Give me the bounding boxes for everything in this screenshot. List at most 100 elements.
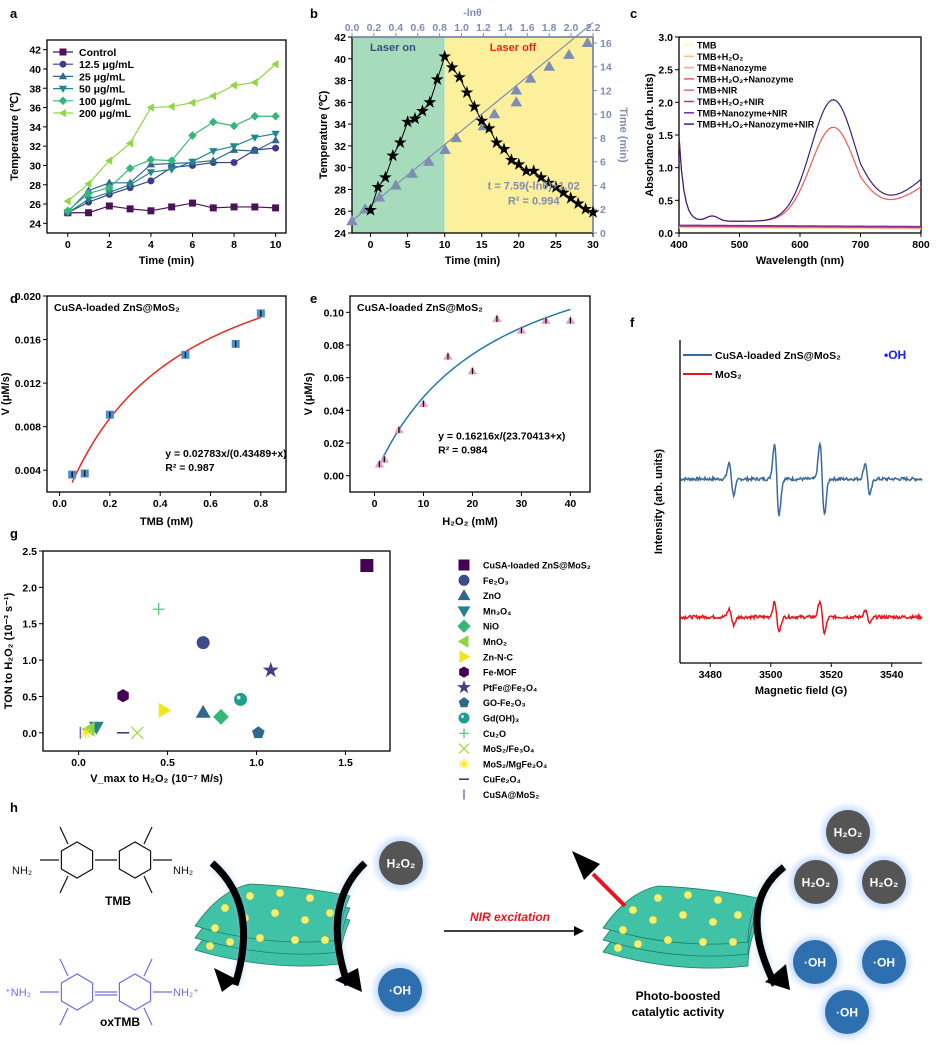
data-point (63, 196, 71, 206)
nanoparticle (210, 923, 220, 933)
x-tick-label: 40 (565, 498, 577, 510)
x-axis-label: Wavelength (nm) (756, 255, 845, 267)
bubble-right-2-label: H₂O₂ (870, 876, 899, 890)
y-tick-label: 0.06 (324, 373, 345, 385)
data-point (251, 203, 259, 211)
y-tick-label: 10 (600, 109, 612, 121)
legend-marker (58, 72, 68, 80)
y-axis-label: V (μM/s) (0, 372, 12, 415)
arrow-right-curve (333, 860, 368, 987)
temperature-point (475, 114, 489, 127)
y-tick-label: 42 (334, 32, 346, 44)
data-point (230, 159, 238, 167)
data-point (146, 103, 154, 112)
temperature-point (534, 170, 548, 183)
bubble-right-4 (862, 940, 906, 984)
data-point (126, 205, 134, 213)
x-tick-label: 0.2 (103, 498, 118, 510)
fit-point (422, 155, 435, 166)
legend-label: CuFe₂O₄ (483, 775, 521, 785)
legend-label: Control (79, 47, 116, 59)
arrow-far-head (765, 964, 790, 990)
legend-label: TMB (697, 41, 717, 51)
y-tick-label: 36 (29, 103, 41, 115)
panel-d: 0.0 0.2 0.4 0.6 0.8 0.004 0.008 0.012 0.016 0.020… (0, 291, 287, 528)
temperature-point (378, 170, 392, 183)
temperature-point (512, 157, 526, 170)
temperature-point (482, 121, 496, 134)
temperature-point (393, 135, 407, 149)
y-tick-label: 1.0 (658, 163, 673, 175)
x2-tick-label: 0.2 (367, 22, 382, 34)
bubble-right-2 (862, 860, 906, 904)
x-tick-label: 3500 (759, 669, 783, 681)
arrow-right-head (335, 968, 362, 992)
data-point-1 (196, 636, 210, 650)
nir-arrow-head (574, 926, 584, 936)
data-point (188, 131, 197, 140)
y-tick-label: 0.012 (15, 378, 41, 390)
x-tick-label: 10 (439, 239, 451, 251)
data-point (63, 206, 73, 216)
bubble-right-1-label: H₂O₂ (802, 876, 831, 890)
y-tick-label: 0.08 (324, 340, 345, 352)
data-point (146, 169, 156, 177)
benzene-ring (118, 841, 152, 879)
legend-marker (457, 606, 471, 618)
fit-equation: y = 0.02783x/(0.43489+x) (165, 448, 286, 460)
data-point (188, 199, 196, 207)
x-tick-label: 500 (731, 239, 749, 251)
panel-h: NH₂ NH₂ TMB ⁺NH₂ NH₂⁺ oxTMB H₂O₂ ·OH H₂O₂ H₂O₂ H₂O… (5, 806, 910, 1038)
temperature-point (371, 180, 385, 193)
temperature-point (423, 95, 437, 108)
nanoparticle (713, 895, 723, 905)
legend-label: PtFe@Fe₃O₄ (483, 683, 537, 693)
bubble-right-1 (794, 860, 838, 904)
data-point (272, 204, 280, 212)
temperature-point (460, 85, 474, 98)
legend-label: 25 μg/mL (79, 71, 126, 83)
data-point (250, 78, 258, 87)
data-point (84, 189, 93, 198)
bubble-right-0 (826, 810, 870, 854)
x2-tick-label: 1.0 (454, 22, 469, 34)
x-axis-label: Time (min) (139, 255, 195, 267)
data-point (147, 207, 155, 215)
data-point-6 (158, 702, 172, 718)
temperature-point (453, 70, 466, 83)
y-tick-label: 40 (29, 64, 41, 76)
legend-marker (457, 680, 471, 694)
plot-frame (42, 550, 391, 752)
nanoparticle (628, 905, 638, 915)
y-tick-label: 1.5 (22, 619, 37, 631)
bubble-right-3-label: ·OH (804, 956, 826, 970)
legend-label: TMB+H₂O₂+NIR (697, 97, 765, 107)
legend-marker (59, 48, 67, 56)
legend-label: 200 μg/mL (79, 108, 132, 120)
x-axis-label: Magnetic field (G) (755, 685, 848, 697)
data-point (272, 144, 280, 152)
spectrum-1 (678, 226, 922, 230)
legend-marker (458, 559, 470, 571)
legend-marker (458, 743, 470, 755)
bubble-oh (378, 968, 422, 1012)
fit-point (510, 84, 523, 95)
arrow-left-head (214, 968, 238, 992)
legend-marker-highlight (461, 715, 464, 718)
series-5 (63, 59, 279, 206)
legend-marker (59, 60, 67, 68)
legend-label: NiO (483, 622, 499, 632)
caption-line-2: catalytic activity (632, 1005, 725, 1019)
methyl-bond (59, 958, 69, 977)
data-point (105, 156, 113, 165)
legend-label: MoS₂ (715, 369, 742, 381)
y-tick-label: 0.020 (15, 291, 41, 303)
legend-label: Fe₂O₃ (483, 576, 509, 586)
y-tick-label: 42 (29, 45, 41, 57)
fit-curve (71, 316, 262, 483)
bubble-right-5-label: ·OH (836, 1006, 858, 1020)
y-tick-label: 32 (334, 141, 346, 153)
x-tick-label: 0.8 (254, 498, 269, 510)
x-tick-label: 600 (791, 239, 809, 251)
